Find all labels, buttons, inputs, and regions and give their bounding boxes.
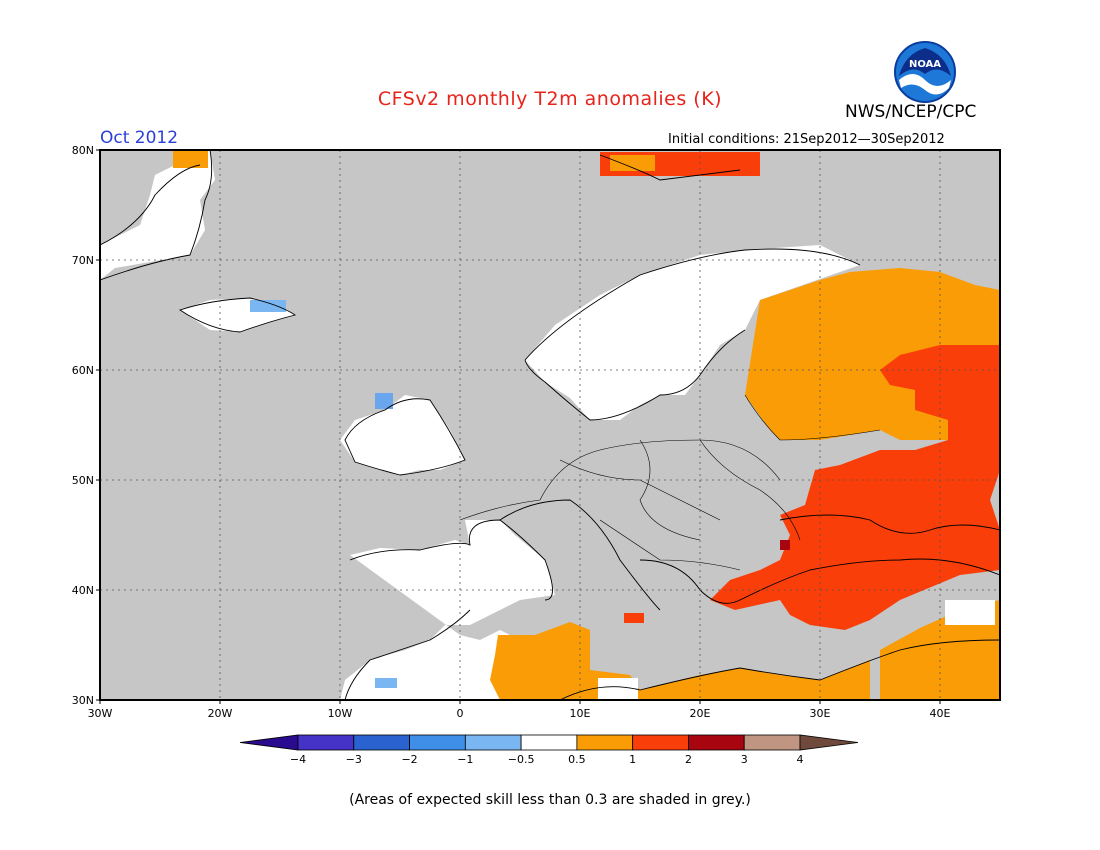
map-title: CFSv2 monthly T2m anomalies (K) [377, 88, 723, 110]
lon-label: 30E [810, 707, 831, 720]
colorbar-tick-label: −2 [401, 753, 417, 766]
region-iceland-cool [250, 300, 286, 312]
colorbar-tick-label: −0.5 [508, 753, 535, 766]
lon-label: 0 [457, 707, 464, 720]
colorbar-swatch [409, 734, 466, 751]
colorbar-swatch [353, 734, 410, 751]
colorbar-swatch [576, 734, 634, 751]
colorbar-swatch [688, 734, 745, 751]
colorbar-swatch [520, 734, 578, 751]
colorbar-tick-label: −1 [457, 753, 473, 766]
colorbar-arrow-low [239, 734, 299, 751]
initial-conditions: Initial conditions: 21Sep2012—30Sep2012 [668, 132, 945, 147]
lat-label: 30N [72, 694, 94, 707]
region-svalbard-warm [610, 155, 655, 171]
skill-footnote: (Areas of expected skill less than 0.3 a… [349, 792, 751, 808]
latitude-labels: 80N 70N 60N 50N 40N 30N [72, 144, 100, 707]
region-britain-neutral [340, 395, 465, 475]
colorbar-arrow-high [799, 734, 859, 751]
lon-label: 20E [690, 707, 711, 720]
colorbar-tick-label: −3 [346, 753, 362, 766]
lon-label: 20W [208, 707, 233, 720]
lat-label: 80N [72, 144, 94, 157]
region-north-africa-neutral [598, 678, 638, 700]
region-north-africa-warm [490, 622, 870, 700]
region-crete-hot [624, 613, 644, 623]
lon-label: 10E [570, 707, 591, 720]
colorbar-swatch [632, 734, 689, 751]
colorbar-tick-label: 1 [629, 753, 636, 766]
colorbar-tick-label: −4 [290, 753, 306, 766]
longitude-labels: 30W 20W 10W 0 10E 20E 30E 40E [88, 700, 951, 720]
noaa-logo-icon: NOAA [894, 41, 956, 103]
region-scandinavia-neutral [525, 245, 860, 420]
lat-label: 50N [72, 474, 94, 487]
colorbar-tick-label: 0.5 [568, 753, 586, 766]
colorbar-swatch [297, 734, 355, 751]
forecast-month: Oct 2012 [100, 128, 179, 148]
region-caspian-neutral [945, 600, 995, 625]
colorbar [239, 734, 859, 751]
colorbar-tick-labels: −4 −3 −2 −1 −0.5 0.5 1 2 3 4 [290, 753, 804, 766]
lat-label: 60N [72, 364, 94, 377]
colorbar-swatch [743, 734, 801, 751]
map-gridlines [100, 150, 1000, 700]
lat-label: 40N [72, 584, 94, 597]
logo-text: NOAA [909, 59, 941, 70]
colorbar-swatch [464, 734, 522, 751]
agency-label: NWS/NCEP/CPC [845, 102, 977, 122]
map-frame [99, 149, 1001, 701]
region-morocco-cool [375, 678, 397, 688]
lon-label: 30W [88, 707, 113, 720]
lat-label: 70N [72, 254, 94, 267]
region-greenland-neutral [100, 150, 215, 280]
lon-label: 40E [930, 707, 951, 720]
anomaly-fields [100, 150, 1000, 700]
country-borders [459, 394, 881, 571]
colorbar-tick-label: 4 [797, 753, 804, 766]
colorbar-tick-label: 2 [685, 753, 692, 766]
region-balkan-dark [780, 540, 790, 550]
region-greenland-warm [173, 150, 208, 168]
colorbar-tick-label: 3 [741, 753, 748, 766]
lon-label: 10W [328, 707, 353, 720]
region-scotland-cool [375, 393, 393, 409]
coastlines [100, 150, 1000, 700]
